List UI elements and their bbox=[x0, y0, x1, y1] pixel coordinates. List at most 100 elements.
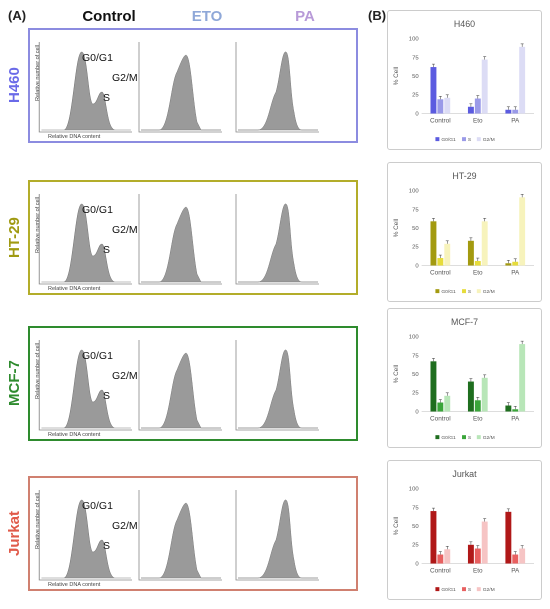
peak-label-g0g1: G0/G1 bbox=[82, 500, 113, 512]
peak-label-s: S bbox=[103, 92, 111, 104]
y-tick-label: 50 bbox=[412, 372, 419, 378]
error-bar bbox=[431, 358, 435, 362]
y-tick-label: 0 bbox=[415, 111, 419, 117]
cell-line-label-jurkat: Jurkat bbox=[6, 510, 23, 557]
y-tick-label: 0 bbox=[415, 561, 419, 567]
legend-label: G2/M bbox=[483, 587, 495, 593]
y-tick-label: 100 bbox=[409, 335, 420, 341]
y-tick-label: 25 bbox=[412, 543, 419, 549]
cell-line-label-h460: H460 bbox=[6, 67, 23, 104]
legend-swatch bbox=[435, 289, 440, 294]
bar-s-pa bbox=[512, 409, 519, 412]
bar-g0g1-pa bbox=[505, 405, 512, 412]
error-bar bbox=[506, 508, 510, 512]
legend-swatch bbox=[476, 137, 481, 142]
bar-g0g1-control bbox=[430, 361, 437, 412]
error-bar bbox=[513, 258, 517, 262]
legend-swatch bbox=[435, 435, 440, 440]
histogram-fill bbox=[41, 349, 131, 429]
legend-label: G2/M bbox=[483, 137, 495, 143]
legend-label: G0/G1 bbox=[441, 289, 456, 295]
histogram-axis bbox=[235, 490, 319, 581]
y-axis-title: % Cell bbox=[393, 365, 400, 383]
x-tick-label: PA bbox=[511, 269, 520, 276]
bar-g2m-control bbox=[444, 549, 451, 564]
error-bar bbox=[476, 397, 480, 401]
error-bar bbox=[513, 106, 517, 110]
histogram-axis bbox=[38, 194, 132, 285]
error-bar bbox=[476, 257, 480, 262]
cell-line-label-mcf-7: MCF-7 bbox=[6, 360, 23, 407]
error-bar bbox=[506, 260, 510, 264]
y-axis-title: % Cell bbox=[393, 67, 400, 85]
histogram-axis bbox=[235, 194, 319, 285]
histogram-fill bbox=[41, 51, 131, 131]
histogram-fill bbox=[141, 54, 221, 131]
bar-s-pa bbox=[512, 109, 519, 114]
error-bar bbox=[445, 240, 449, 244]
legend-label: S bbox=[468, 587, 472, 593]
cell-line-label-ht-29: HT-29 bbox=[6, 217, 23, 258]
peak-label-g2m: G2/M bbox=[112, 370, 138, 382]
histogram-axis bbox=[235, 42, 319, 133]
y-tick-label: 75 bbox=[412, 55, 419, 61]
y-axis-title: % Cell bbox=[393, 517, 400, 535]
x-tick-label: Control bbox=[430, 269, 451, 276]
error-bar bbox=[469, 378, 473, 382]
chart-title: HT-29 bbox=[452, 171, 476, 181]
bar-s-control bbox=[437, 402, 444, 412]
cell-line-box-jurkat: G0/G1 G2/M S Relative number of cell Relativ… bbox=[28, 476, 358, 591]
peak-label-s: S bbox=[103, 390, 111, 402]
legend-label: G0/G1 bbox=[441, 435, 456, 441]
y-axis-label: Relative number of cell bbox=[34, 197, 41, 253]
histogram-jurkat-control bbox=[37, 490, 132, 582]
bar-g2m-pa bbox=[519, 46, 526, 114]
y-tick-label: 75 bbox=[412, 207, 419, 213]
peak-label-g0g1: G0/G1 bbox=[82, 350, 113, 362]
bar-g2m-eto bbox=[481, 377, 488, 412]
histogram-h460-pa bbox=[234, 42, 319, 134]
legend-swatch bbox=[435, 587, 440, 592]
histogram-fill bbox=[41, 499, 131, 579]
histogram-jurkat-eto bbox=[137, 490, 222, 582]
histogram-h460-control bbox=[37, 42, 132, 134]
bar-g2m-control bbox=[444, 243, 451, 266]
bar-g0g1-pa bbox=[505, 263, 512, 266]
legend-label: S bbox=[468, 435, 472, 441]
error-bar bbox=[483, 218, 487, 222]
legend-label: G2/M bbox=[483, 435, 495, 441]
error-bar bbox=[445, 546, 449, 550]
y-tick-label: 75 bbox=[412, 353, 419, 359]
column-header-eto: ETO bbox=[191, 8, 223, 25]
y-tick-label: 50 bbox=[412, 74, 419, 80]
bar-g2m-pa bbox=[519, 197, 526, 266]
x-axis-label: Relative DNA content bbox=[48, 432, 101, 438]
peak-label-g0g1: G0/G1 bbox=[82, 204, 113, 216]
error-bar bbox=[506, 106, 510, 110]
error-bar bbox=[438, 96, 442, 100]
histogram-fill bbox=[238, 203, 318, 283]
panel-label-b: (B) bbox=[368, 8, 387, 23]
peak-label-g0g1: G0/G1 bbox=[82, 52, 113, 64]
error-bar bbox=[520, 43, 524, 47]
x-axis-label: Relative DNA content bbox=[48, 134, 101, 140]
peak-label-s: S bbox=[103, 540, 111, 552]
bar-g2m-pa bbox=[519, 344, 526, 412]
x-tick-label: Eto bbox=[473, 269, 483, 276]
peak-label-s: S bbox=[103, 244, 111, 256]
y-axis-label: Relative number of cell bbox=[34, 493, 41, 549]
y-axis-label: Relative number of cell bbox=[34, 45, 41, 101]
chart-title: MCF-7 bbox=[451, 317, 478, 327]
peak-label-g2m: G2/M bbox=[112, 520, 138, 532]
histogram-axis bbox=[138, 42, 222, 133]
x-tick-label: PA bbox=[511, 415, 520, 422]
x-tick-label: Eto bbox=[473, 415, 483, 422]
error-bar bbox=[506, 402, 510, 406]
y-tick-label: 50 bbox=[412, 524, 419, 530]
histogram-mcf-7-pa bbox=[234, 340, 319, 432]
histogram-axis bbox=[138, 490, 222, 581]
histogram-axis bbox=[38, 490, 132, 581]
x-axis-label: Relative DNA content bbox=[48, 286, 101, 292]
bar-g0g1-control bbox=[430, 67, 437, 114]
bar-g2m-eto bbox=[481, 521, 488, 564]
